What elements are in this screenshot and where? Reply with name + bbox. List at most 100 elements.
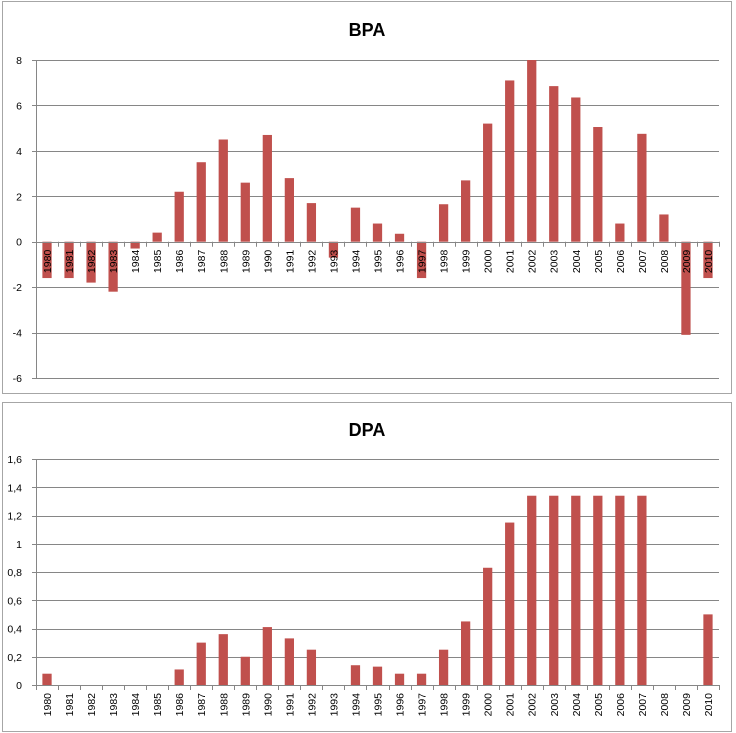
dpa-bar-2004	[571, 495, 581, 685]
dpa-bar-2006	[615, 495, 625, 685]
bpa-x-tick-label: 1981	[64, 250, 76, 274]
bpa-bar-2001	[505, 80, 515, 242]
dpa-bar-1994	[350, 665, 361, 685]
dpa-y-tick-label: 0,4	[7, 624, 22, 636]
bpa-bar-1990	[262, 134, 272, 242]
bpa-chart-panel: BPA -6 -4 -2 0 2 4 6 8 1980 1981 1982 1983 1984 1985 1…	[2, 1, 732, 394]
bpa-x-tick-label: 1997	[417, 250, 429, 274]
bpa-bar-2007	[637, 133, 647, 242]
bpa-bar-1981	[64, 241, 74, 279]
bpa-x-tick-label: 1982	[86, 250, 98, 274]
dpa-x-tick-label: 1992	[306, 693, 318, 717]
dpa-bar-1999	[461, 621, 471, 685]
bpa-x-tick-label: 1991	[284, 250, 296, 274]
bpa-x-tick-label: 1983	[108, 250, 120, 274]
dpa-bar-1992	[306, 649, 317, 685]
dpa-x-tick-label: 1980	[42, 693, 54, 717]
bpa-bar-1982	[86, 241, 96, 283]
dpa-bar-2007	[637, 495, 647, 685]
bpa-x-tick-label: 2006	[615, 250, 627, 274]
bpa-y-tick-label: 0	[16, 237, 22, 249]
dpa-x-tick-label: 2006	[615, 693, 627, 717]
bpa-x-tick-label: 1987	[196, 250, 208, 274]
dpa-x-tick-label: 2010	[703, 693, 715, 717]
bpa-y-tick-label: -2	[13, 282, 22, 294]
bpa-x-tick-label: 1994	[350, 250, 362, 274]
dpa-x-tick-label: 1988	[218, 693, 230, 717]
bpa-chart: -6 -4 -2 0 2 4 6 8 1980 1981 1982 1983 1984 1985 1986 1…	[13, 55, 720, 385]
dpa-bar-2002	[527, 495, 537, 685]
bpa-bar-2009	[681, 241, 691, 335]
bpa-bar-1983	[108, 241, 118, 292]
bpa-x-tick-label: 1993	[328, 250, 340, 274]
dpa-y-tick-label: 0,2	[7, 652, 22, 664]
bpa-x-tick-label: 2002	[527, 250, 539, 274]
bpa-x-tick-label: 1985	[152, 250, 164, 274]
bpa-y-tick-label: 6	[16, 100, 22, 112]
dpa-x-tick-label: 1995	[373, 693, 385, 717]
bpa-x-tick-label: 1999	[461, 250, 473, 274]
dpa-bar-1986	[174, 669, 184, 685]
bpa-bar-1987	[196, 162, 206, 242]
dpa-x-tick-label: 2001	[505, 693, 517, 717]
dpa-bar-2000	[483, 567, 493, 685]
bpa-bar-2003	[549, 86, 559, 242]
dpa-x-tick-label: 1982	[86, 693, 98, 717]
bpa-x-tick-label: 2010	[703, 250, 715, 274]
bpa-bar-1994	[350, 207, 361, 242]
dpa-bar-2001	[505, 522, 515, 685]
dpa-bar-2003	[549, 495, 559, 685]
dpa-x-tick-label: 2005	[593, 693, 605, 717]
dpa-y-tick-label: 1,4	[7, 482, 22, 494]
bpa-x-tick-label: 1989	[240, 250, 252, 274]
dpa-x-tick-label: 1998	[439, 693, 451, 717]
dpa-x-tick-label: 1987	[196, 693, 208, 717]
dpa-x-tick-label: 1994	[350, 693, 362, 717]
dpa-x-tick-label: 2008	[659, 693, 671, 717]
dpa-x-tick-label: 1981	[64, 693, 76, 717]
dpa-chart-title: DPA	[348, 420, 386, 440]
dpa-y-tick-label: 0,6	[7, 595, 22, 607]
dpa-bar-2005	[593, 495, 603, 685]
dpa-x-tick-label: 1985	[152, 693, 164, 717]
dpa-chart-panel: DPA 0 0,2 0,4 0,6 0,8 1 1,2 1,4 1,6 1980 1981 1982 1…	[2, 402, 732, 732]
bpa-x-tick-label: 1988	[218, 250, 230, 274]
dpa-bar-1998	[438, 649, 449, 685]
bpa-bar-1991	[284, 178, 294, 242]
bpa-x-tick-label: 2001	[505, 250, 517, 274]
dpa-x-tick-label: 1986	[174, 693, 186, 717]
bpa-bar-2010	[703, 241, 713, 279]
bpa-bar-1996	[394, 233, 405, 242]
bpa-x-tick-label: 2008	[659, 250, 671, 274]
bpa-x-tick-label: 1980	[42, 250, 54, 274]
bpa-bar-2004	[571, 97, 581, 242]
dpa-x-tick-label: 2000	[483, 693, 495, 717]
dpa-y-tick-label: 0	[16, 680, 22, 692]
dpa-bar-1980	[42, 673, 52, 685]
bpa-bar-2005	[593, 127, 603, 242]
bpa-bar-1993	[328, 241, 339, 258]
bpa-bar-1992	[306, 203, 317, 242]
bpa-bar-1984	[130, 241, 140, 249]
bpa-bar-2006	[615, 223, 625, 242]
bpa-y-tick-label: 4	[16, 146, 22, 158]
bpa-x-tick-label: 1998	[439, 250, 451, 274]
dpa-x-tick-label: 1997	[417, 693, 429, 717]
dpa-x-tick-label: 1983	[108, 693, 120, 717]
bpa-x-tick-label: 1992	[306, 250, 318, 274]
dpa-x-tick-label: 1990	[262, 693, 274, 717]
bpa-x-tick-label: 2005	[593, 250, 605, 274]
bpa-x-tick-label: 1995	[373, 250, 385, 274]
bpa-x-tick-label: 2009	[681, 250, 693, 274]
dpa-x-tick-label: 1991	[284, 693, 296, 717]
bpa-bar-1997	[416, 241, 427, 279]
bpa-bar-1985	[152, 232, 162, 242]
dpa-bar-1990	[262, 627, 272, 685]
dpa-x-tick-label: 2007	[637, 693, 649, 717]
dpa-x-tick-label: 1999	[461, 693, 473, 717]
dpa-bar-1987	[196, 642, 206, 685]
bpa-x-tick-label: 2007	[637, 250, 649, 274]
dpa-chart: 0 0,2 0,4 0,6 0,8 1 1,2 1,4 1,6 1980 1981 1982 1983 1…	[7, 454, 720, 717]
bpa-bar-2000	[483, 123, 493, 242]
dpa-y-tick-label: 1	[16, 539, 22, 551]
